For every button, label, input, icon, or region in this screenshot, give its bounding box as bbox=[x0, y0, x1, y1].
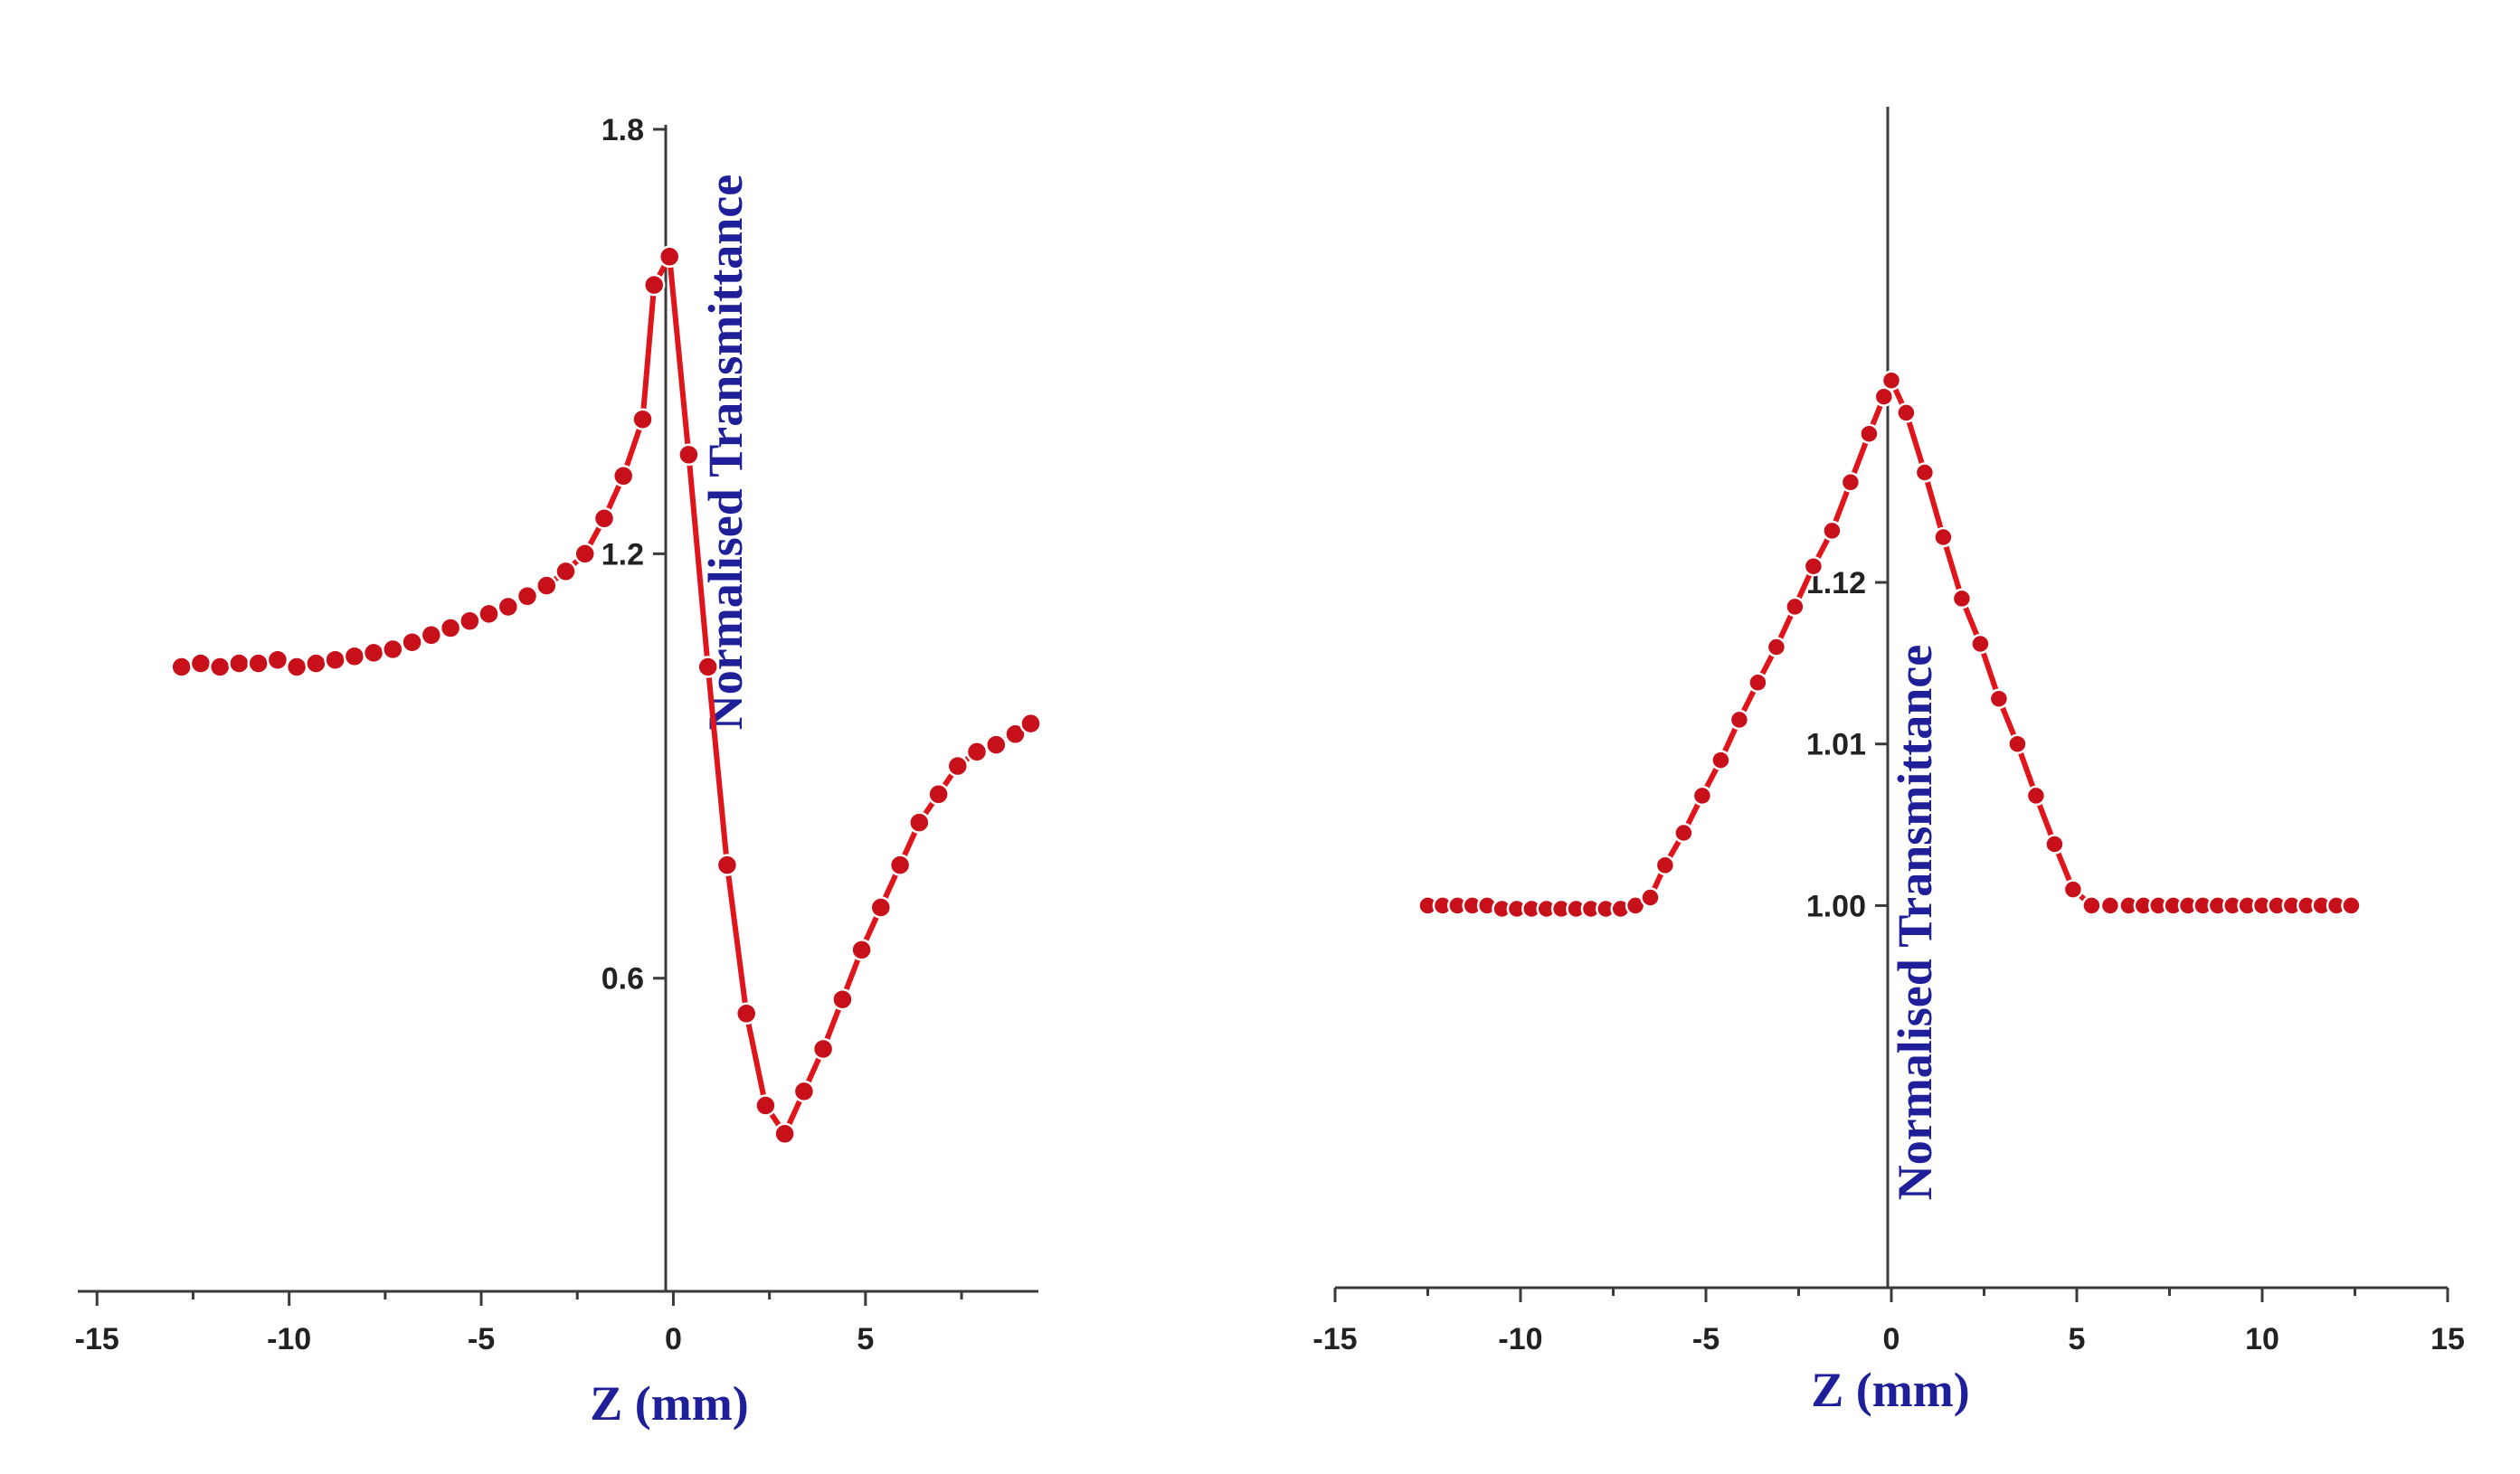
data-point bbox=[343, 645, 366, 668]
data-point bbox=[420, 624, 443, 647]
data-point bbox=[1710, 750, 1731, 770]
data-point bbox=[324, 648, 346, 671]
data-point bbox=[1654, 855, 1676, 876]
data-point bbox=[1748, 672, 1768, 694]
x-tick-label: -10 bbox=[267, 1322, 311, 1356]
data-point bbox=[677, 443, 700, 467]
data-point bbox=[401, 630, 423, 654]
data-point bbox=[535, 574, 558, 597]
data-point bbox=[792, 1080, 816, 1103]
data-point bbox=[1951, 588, 1973, 609]
y-tick-label: 1.2 bbox=[602, 537, 644, 572]
x-tick-label: -5 bbox=[1692, 1322, 1719, 1356]
zscan-chart-right: -15 -10 -5 0 5 10 151.001.011.12Z (mm)Normalis… bbox=[1312, 107, 2465, 1417]
data-point bbox=[554, 560, 577, 583]
data-point bbox=[2044, 834, 2065, 855]
y-tick-label: 0.6 bbox=[602, 962, 644, 997]
y-tick-label: 1.00 bbox=[1806, 889, 1866, 923]
x-tick-label: 0 bbox=[665, 1322, 682, 1356]
zscan-chart-left: -15 -10 -5 0 50.61.21.8Z (mm)Normalised Tran… bbox=[75, 113, 1042, 1431]
data-point bbox=[1840, 472, 1862, 493]
data-point bbox=[1896, 402, 1917, 423]
data-point bbox=[1785, 596, 1805, 618]
data-point bbox=[573, 543, 596, 565]
y-tick-label: 1.01 bbox=[1806, 728, 1866, 762]
data-point bbox=[266, 648, 289, 671]
data-point bbox=[773, 1122, 796, 1146]
data-point bbox=[439, 617, 462, 639]
x-tick-label: -15 bbox=[75, 1322, 119, 1356]
data-point bbox=[696, 656, 719, 678]
data-point bbox=[658, 245, 681, 269]
y-tick-label: 1.8 bbox=[602, 113, 644, 147]
data-point bbox=[611, 465, 635, 487]
data-point bbox=[1640, 887, 1661, 908]
data-point bbox=[228, 652, 251, 675]
x-tick-label: 15 bbox=[2430, 1322, 2465, 1356]
x-tick-label: 5 bbox=[857, 1322, 874, 1356]
data-point bbox=[1729, 709, 1750, 731]
data-point bbox=[2007, 733, 2028, 754]
data-point bbox=[1970, 633, 1991, 655]
data-point bbox=[285, 656, 308, 678]
data-point bbox=[2025, 785, 2047, 807]
y-axis-title: Normalised Transmittance bbox=[1888, 645, 1942, 1200]
data-point bbox=[1933, 526, 1954, 548]
x-tick-label: -15 bbox=[1312, 1322, 1357, 1356]
data-point bbox=[170, 656, 193, 678]
data-point bbox=[734, 1002, 758, 1025]
data-point bbox=[1691, 785, 1713, 807]
data-point bbox=[946, 754, 970, 778]
data-point bbox=[1004, 723, 1027, 746]
data-point bbox=[592, 507, 616, 530]
x-tick-label: 10 bbox=[2245, 1322, 2279, 1356]
data-point bbox=[869, 896, 893, 919]
data-point bbox=[2062, 879, 2084, 900]
data-point bbox=[642, 273, 666, 297]
data-point bbox=[888, 854, 912, 876]
data-point bbox=[965, 741, 989, 763]
data-point bbox=[2341, 895, 2362, 916]
data-point bbox=[1988, 688, 2010, 709]
data-point bbox=[478, 602, 500, 626]
data-point bbox=[1019, 712, 1042, 735]
data-point bbox=[247, 652, 270, 675]
data-point bbox=[908, 811, 931, 834]
data-point bbox=[1873, 386, 1895, 407]
data-point bbox=[2081, 895, 2102, 916]
data-point bbox=[715, 854, 739, 876]
data-point bbox=[2099, 895, 2121, 916]
data-point bbox=[1673, 822, 1694, 844]
data-point bbox=[1766, 637, 1787, 657]
data-point bbox=[631, 408, 654, 430]
data-point bbox=[208, 656, 232, 678]
x-axis-title: Z (mm) bbox=[590, 1376, 748, 1431]
data-point bbox=[189, 652, 213, 675]
data-point bbox=[985, 733, 1008, 756]
data-point bbox=[382, 638, 404, 661]
data-point bbox=[305, 652, 327, 675]
data-point bbox=[850, 939, 873, 961]
data-point bbox=[811, 1037, 835, 1061]
data-point bbox=[1914, 462, 1936, 483]
x-tick-label: -5 bbox=[468, 1322, 495, 1356]
x-tick-label: 5 bbox=[2069, 1322, 2086, 1356]
data-point bbox=[1881, 370, 1902, 391]
x-axis-title: Z (mm) bbox=[1811, 1363, 1969, 1417]
data-point bbox=[1803, 555, 1824, 577]
data-point bbox=[1822, 520, 1843, 542]
x-tick-label: -10 bbox=[1498, 1322, 1542, 1356]
data-point bbox=[927, 783, 950, 806]
data-point bbox=[497, 595, 520, 619]
data-point bbox=[459, 609, 481, 632]
data-point bbox=[362, 641, 385, 665]
series-line bbox=[181, 253, 1033, 1137]
data-point bbox=[754, 1094, 777, 1117]
data-point bbox=[831, 987, 854, 1011]
data-point bbox=[516, 585, 539, 608]
data-point bbox=[1859, 423, 1880, 444]
x-tick-label: 0 bbox=[1883, 1322, 1900, 1356]
